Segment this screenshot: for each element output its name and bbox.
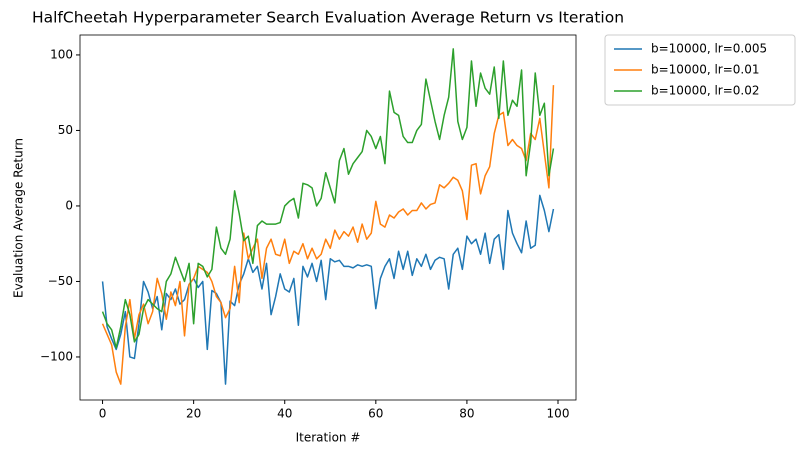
chart-title: HalfCheetah Hyperparameter Search Evalua… [32,9,624,27]
series-line [101,85,555,385]
x-axis-label: Iteration # [296,431,361,445]
legend-label: b=10000, lr=0.005 [651,42,767,56]
y-tick-label: 100 [50,47,73,61]
x-tick-label: 60 [368,407,383,421]
y-axis-label: Evaluation Average Return [12,138,26,298]
x-tick-label: 20 [186,407,201,421]
axes-frame [79,34,577,401]
y-tick-label: −100 [40,349,73,363]
x-tick-label: 100 [547,407,570,421]
x-tick-label: 40 [277,407,292,421]
series-line [101,194,555,385]
legend-box [604,34,796,106]
x-tick-label: 0 [99,407,107,421]
series-line [101,48,555,349]
y-tick-label: −50 [48,274,73,288]
legend-label: b=10000, lr=0.01 [651,63,760,77]
y-tick-label: 0 [65,198,73,212]
y-tick-label: 50 [58,123,73,137]
legend-label: b=10000, lr=0.02 [651,84,760,98]
x-tick-label: 80 [459,407,474,421]
